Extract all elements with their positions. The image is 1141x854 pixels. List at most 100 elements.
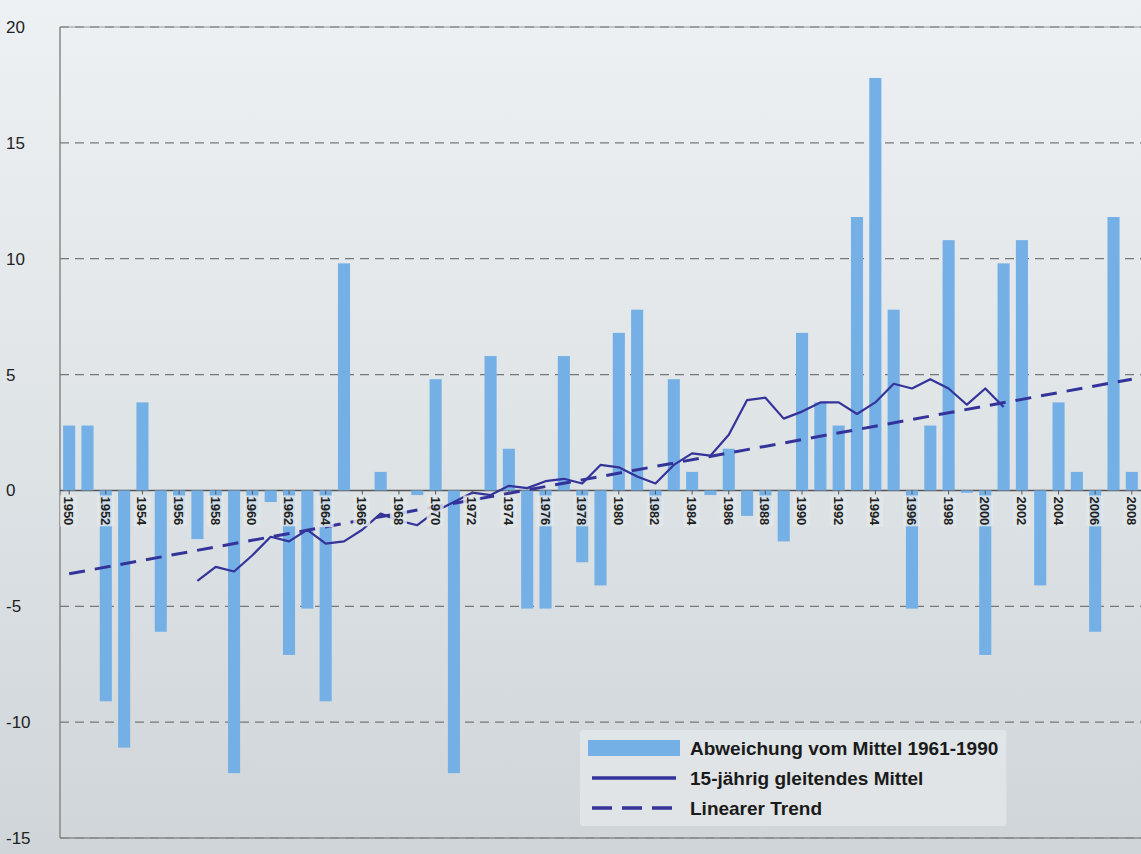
bar	[503, 449, 515, 491]
bar	[686, 472, 698, 491]
label-patch	[720, 495, 737, 526]
bar	[136, 402, 148, 490]
legend-swatch	[592, 806, 676, 810]
x-tick-mark	[1095, 490, 1096, 494]
frame-top	[60, 27, 1141, 28]
x-tick-label: 1966	[354, 496, 369, 525]
x-tick-mark	[911, 490, 912, 494]
bar	[631, 310, 643, 491]
x-tick: 1996	[903, 495, 920, 526]
bar	[191, 490, 203, 539]
x-tick-label: 1958	[208, 496, 223, 525]
x-tick: 1962	[280, 495, 297, 526]
bar	[833, 426, 845, 491]
bar	[558, 356, 570, 490]
bar	[338, 263, 350, 490]
x-tick-mark	[875, 490, 876, 494]
x-tick-label: 1960	[244, 496, 259, 525]
x-tick-label: 1988	[757, 496, 772, 525]
x-tick-mark	[289, 490, 290, 494]
label-patch	[353, 495, 370, 526]
label-patch	[97, 495, 114, 526]
bar	[814, 402, 826, 490]
x-tick-label: 1956	[171, 496, 186, 525]
x-tick-label: 1982	[647, 496, 662, 525]
x-tick-mark	[985, 490, 986, 494]
x-tick-mark	[215, 490, 216, 494]
x-tick-label: 1954	[134, 496, 149, 526]
x-tick-label: 1992	[831, 496, 846, 525]
bar	[430, 379, 442, 490]
trend-line	[69, 379, 1132, 574]
x-tick-mark	[1131, 490, 1132, 494]
y-axis	[59, 27, 61, 838]
bar	[448, 490, 460, 773]
x-tick: 1988	[756, 495, 773, 526]
moving-average-line	[197, 379, 1003, 581]
label-patch	[133, 495, 150, 527]
plot-area	[63, 78, 1138, 773]
legend-label: 15-jährig gleitendes Mittel	[690, 768, 923, 789]
label-patch	[317, 495, 334, 527]
x-tick: 1972	[463, 495, 480, 526]
x-tick-label: 1968	[391, 496, 406, 525]
chart: -15-10-505101520195019521954195619581960…	[0, 0, 1141, 854]
bar	[943, 240, 955, 490]
x-tick-mark	[179, 490, 180, 494]
label-patch	[463, 495, 480, 526]
label-patch	[207, 495, 224, 526]
bar	[63, 426, 75, 491]
label-patch	[500, 495, 517, 527]
x-tick-label: 1994	[867, 496, 882, 526]
grid-line	[60, 142, 1141, 143]
label-patch	[1086, 495, 1103, 526]
x-tick-mark	[69, 490, 70, 494]
x-tick: 1978	[573, 495, 590, 526]
x-tick: 1952	[97, 495, 114, 526]
x-tick: 1966	[353, 495, 370, 526]
bar	[778, 490, 790, 541]
bar	[521, 490, 533, 608]
x-tick: 1958	[207, 495, 224, 526]
bar	[741, 490, 753, 515]
x-tick: 2002	[1013, 495, 1030, 526]
x-tick-mark	[545, 490, 546, 494]
bar	[81, 426, 93, 491]
label-patch	[683, 495, 700, 527]
x-tick-mark	[728, 490, 729, 494]
x-tick-label: 1950	[61, 496, 76, 525]
bar	[594, 490, 606, 585]
bar	[155, 490, 167, 631]
x-tick-label: 1970	[428, 496, 443, 525]
label-patch	[903, 495, 920, 526]
x-tick-label: 1990	[794, 496, 809, 525]
x-tick-label: 1952	[98, 496, 113, 525]
y-tick-label: 20	[6, 18, 25, 37]
x-tick: 2006	[1086, 495, 1103, 526]
x-tick-label: 1998	[941, 496, 956, 525]
x-tick-label: 1978	[574, 496, 589, 525]
x-tick-mark	[325, 490, 326, 494]
x-tick: 1974	[500, 495, 517, 527]
x-tick-mark	[435, 490, 436, 494]
label-patch	[1050, 495, 1067, 527]
bar	[704, 490, 716, 495]
x-tick: 1956	[170, 495, 187, 526]
x-tick: 1950	[60, 495, 77, 526]
y-tick-label: -10	[6, 713, 31, 732]
bar	[869, 78, 881, 490]
bar	[301, 490, 313, 608]
x-tick-label: 1962	[281, 496, 296, 525]
x-tick-label: 2004	[1051, 496, 1066, 526]
x-tick-mark	[1021, 490, 1022, 494]
x-tick-mark	[252, 490, 253, 494]
bar	[118, 490, 130, 747]
y-tick-label: 0	[6, 481, 15, 500]
x-tick: 1968	[390, 495, 407, 526]
bar	[228, 490, 240, 773]
bar	[961, 490, 973, 492]
label-patch	[60, 495, 77, 526]
y-tick-label: 10	[6, 250, 25, 269]
x-tick: 1998	[940, 495, 957, 526]
bar	[1107, 217, 1119, 490]
